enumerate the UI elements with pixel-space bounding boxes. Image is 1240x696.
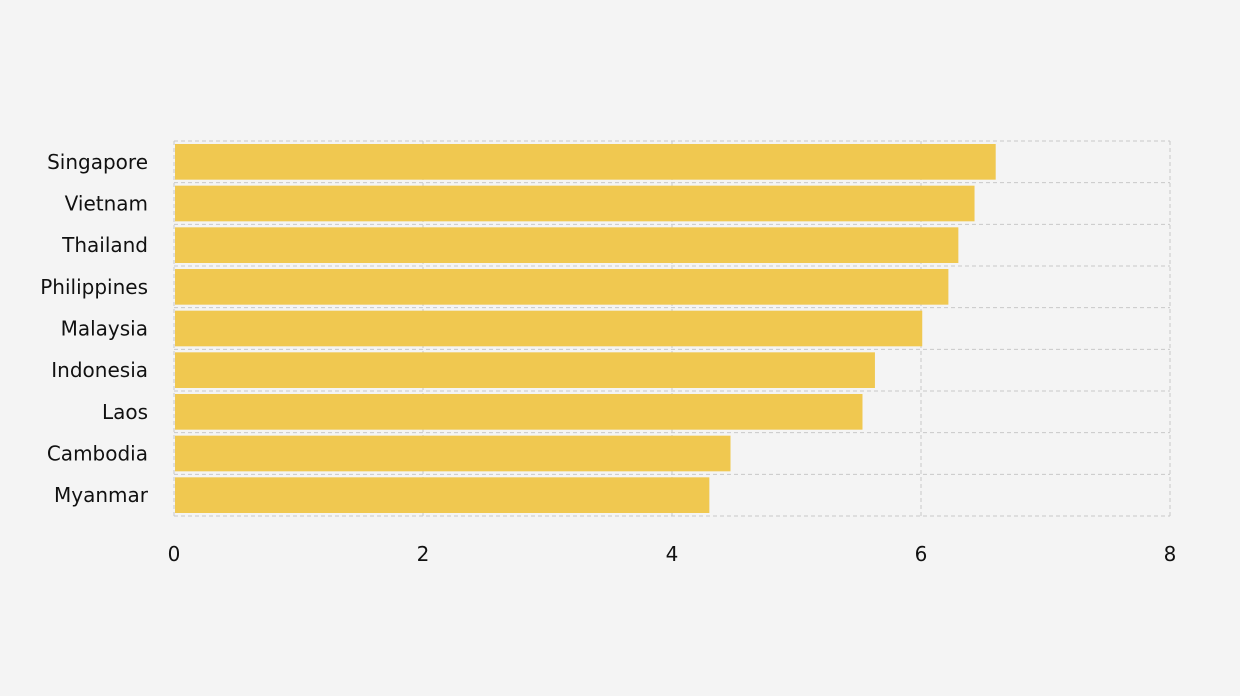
category-label: Malaysia [61,317,148,341]
category-label: Myanmar [54,483,149,507]
y-axis-labels: Singapore Vietnam Thailand Philippines Malay… [40,150,149,507]
bar-malaysia [175,310,923,347]
bar-myanmar [175,477,710,513]
x-tick-label: 8 [1164,542,1177,566]
category-label: Philippines [40,275,148,299]
category-label: Cambodia [47,442,148,466]
category-label: Singapore [47,150,148,174]
x-tick-label: 0 [168,542,181,566]
category-label: Indonesia [51,358,148,382]
bar-vietnam [175,185,975,222]
bar-indonesia [175,352,875,388]
bar-thailand [175,227,959,263]
category-label: Thailand [61,233,148,257]
category-label: Laos [102,400,148,424]
bar-cambodia [175,435,731,472]
x-tick-label: 4 [666,542,679,566]
bar-singapore [175,144,996,180]
grid-layer [173,140,1171,517]
category-label: Vietnam [65,192,148,216]
x-axis-ticks: 0 2 4 6 8 [168,542,1177,566]
bar-layer [175,144,996,513]
x-tick-label: 2 [417,542,430,566]
bar-philippines [175,269,949,305]
x-tick-label: 6 [915,542,928,566]
bar-laos [175,394,863,430]
